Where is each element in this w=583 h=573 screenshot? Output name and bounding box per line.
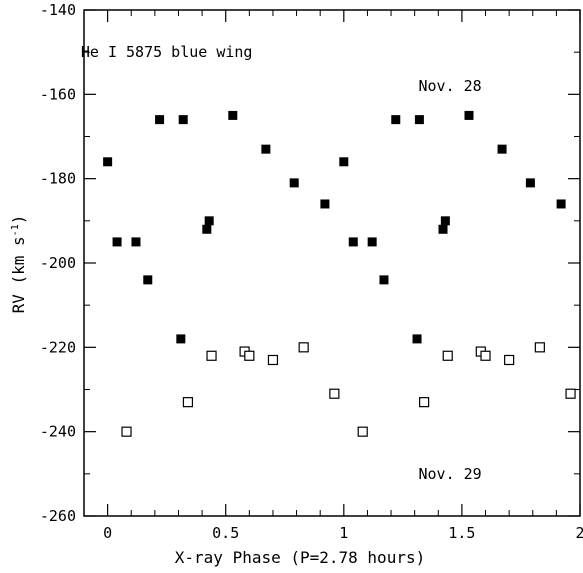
- open-square-point: [504, 354, 515, 366]
- filled-square-point: [131, 237, 141, 247]
- x-axis-title: X-ray Phase (P=2.78 hours): [175, 548, 425, 567]
- filled-square-point: [204, 216, 214, 226]
- filled-square-point: [289, 178, 299, 188]
- y-tick-label: -220: [40, 338, 76, 356]
- filled-square-point: [202, 224, 212, 234]
- filled-square-point: [261, 144, 271, 154]
- filled-square-point: [143, 275, 153, 285]
- open-square-point: [298, 342, 309, 353]
- open-square-point: [419, 397, 430, 408]
- plot-frame: [83, 9, 581, 517]
- filled-square-point: [320, 199, 330, 209]
- y-axis-title-main: RV (km s: [9, 236, 28, 313]
- x-tick-label: 0.5: [212, 524, 239, 542]
- y-axis-title: RV (km s-1): [9, 215, 28, 314]
- filled-square-point: [391, 115, 401, 125]
- open-square-point: [534, 342, 545, 353]
- open-square-point: [182, 397, 194, 408]
- y-tick-label: -260: [40, 507, 76, 525]
- filled-square-point: [440, 216, 450, 226]
- filled-square-point: [339, 157, 349, 167]
- open-square-point: [206, 350, 217, 361]
- open-square-point: [267, 354, 279, 366]
- filled-square-point: [379, 275, 389, 285]
- data-points: [103, 110, 576, 437]
- x-tick-label: 1: [339, 524, 348, 542]
- filled-square-point: [414, 115, 424, 125]
- x-tick-label: 1.5: [448, 524, 475, 542]
- y-tick-label: -200: [40, 254, 76, 272]
- filled-square-point: [438, 224, 448, 234]
- axis-tick-labels: 0 0.5 1 1.5 2 -140 -160 -180 -200 -220 -240 -260: [40, 1, 583, 542]
- y-tick-label: -140: [40, 1, 76, 19]
- open-square-point: [357, 426, 368, 437]
- filled-square-point: [103, 157, 113, 167]
- open-square-point: [121, 426, 132, 437]
- filled-square-point: [112, 237, 122, 247]
- y-tick-label: -160: [40, 85, 76, 103]
- open-square-point: [329, 388, 340, 399]
- x-tick-label: 0: [103, 524, 112, 542]
- y-tick-label: -240: [40, 423, 76, 441]
- filled-square-point: [228, 110, 238, 120]
- open-square-point: [442, 350, 453, 361]
- chart-annotations: He I 5875 blue wing Nov. 28 Nov. 29: [81, 43, 482, 483]
- y-tick-label: -180: [40, 170, 76, 188]
- chart-annotation: He I 5875 blue wing: [81, 43, 253, 61]
- filled-square-point: [412, 334, 422, 344]
- filled-square-point: [348, 237, 358, 247]
- axis-ticks: [83, 9, 581, 517]
- filled-square-point: [367, 237, 377, 247]
- filled-square-point: [176, 334, 186, 344]
- filled-square-point: [525, 178, 535, 188]
- chart-annotation: Nov. 28: [418, 77, 481, 95]
- x-tick-label: 2: [575, 524, 583, 542]
- y-axis-title-close: ): [9, 215, 28, 225]
- open-square-point: [565, 388, 576, 399]
- filled-square-point: [556, 199, 566, 209]
- filled-square-point: [464, 110, 474, 120]
- chart-annotation: Nov. 29: [418, 465, 481, 483]
- filled-square-point: [155, 115, 165, 125]
- filled-square-point: [497, 144, 507, 154]
- filled-square-point: [178, 115, 188, 125]
- y-axis-title-sup: -1: [10, 224, 21, 236]
- open-square-point: [480, 350, 491, 361]
- open-square-point: [244, 350, 255, 361]
